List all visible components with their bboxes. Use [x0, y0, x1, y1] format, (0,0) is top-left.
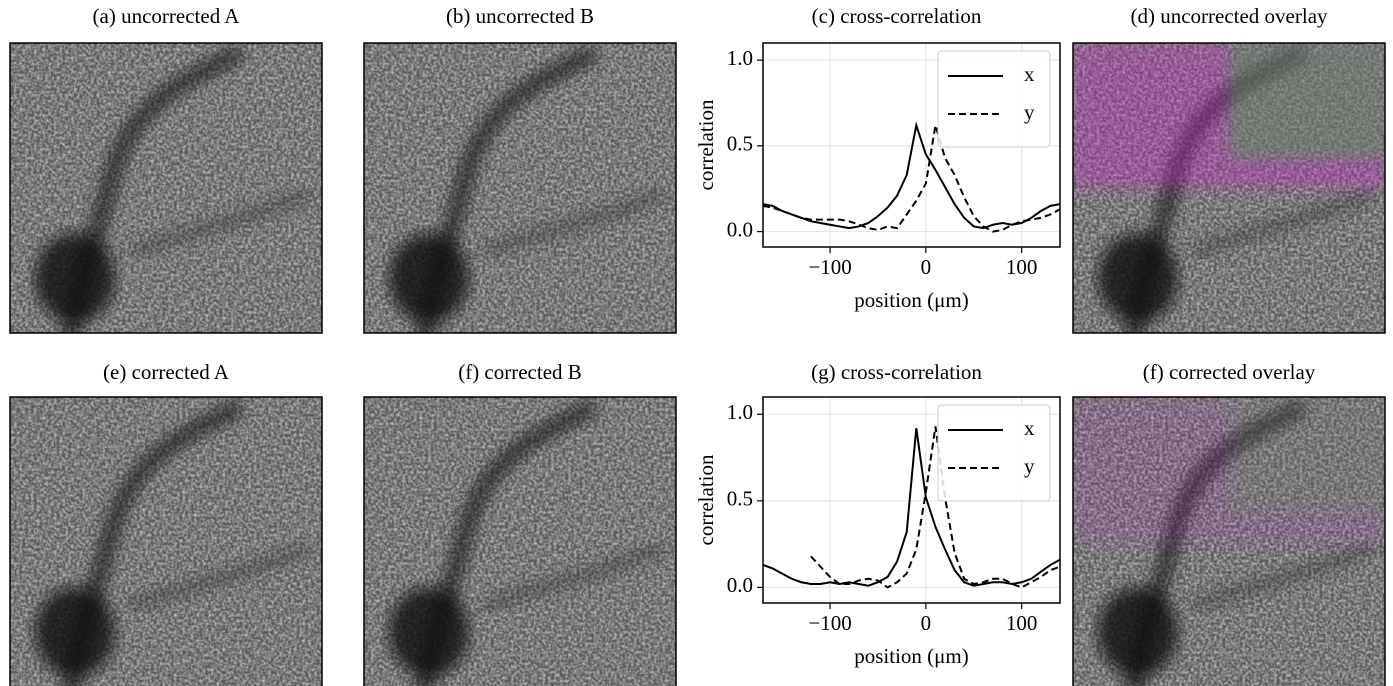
image — [1073, 397, 1385, 686]
x-tick-label: 100 — [1006, 611, 1038, 635]
image-frame — [9, 396, 323, 686]
vessel — [482, 542, 666, 612]
x-tick-label: 100 — [1006, 255, 1038, 279]
panel-title: (b) uncorrected B — [446, 4, 594, 28]
y-tick-label: 0.5 — [727, 487, 753, 511]
y-axis-label: correlation — [694, 454, 718, 545]
panel-title: (d) uncorrected overlay — [1130, 4, 1328, 28]
image-frame — [9, 42, 323, 334]
y-axis-label: correlation — [694, 99, 718, 190]
dark-spot — [1098, 587, 1178, 677]
x-axis-label: position (μm) — [854, 644, 969, 668]
x-tick-label: 0 — [921, 611, 932, 635]
image — [10, 43, 322, 333]
legend-label: x — [1024, 416, 1035, 440]
axes-frame — [762, 396, 1061, 604]
y-tick-label: 0.5 — [727, 132, 753, 156]
overlay-green — [1229, 397, 1385, 513]
vessel — [128, 542, 312, 612]
panel-title: (g) cross-correlation — [811, 360, 982, 384]
series-line — [810, 426, 1060, 589]
image-frame — [363, 396, 677, 686]
x-tick-label: −100 — [808, 611, 851, 635]
y-tick-label: 0.0 — [727, 217, 753, 241]
dark-spot — [1098, 233, 1178, 323]
overlay-green — [1229, 43, 1385, 159]
image-panel — [363, 42, 677, 334]
legend-label: y — [1024, 454, 1035, 478]
dark-spot — [389, 233, 469, 323]
panel-title: (c) cross-correlation — [812, 4, 982, 28]
series-line — [763, 428, 1060, 587]
x-axis-label: position (μm) — [854, 288, 969, 312]
image-frame — [363, 42, 677, 334]
vessel — [482, 188, 666, 258]
x-tick-label: 0 — [921, 255, 932, 279]
image-panel — [363, 396, 677, 686]
x-tick-label: −100 — [808, 255, 851, 279]
vessel — [1191, 188, 1375, 258]
image-panel — [1072, 396, 1386, 686]
image — [10, 397, 322, 686]
image — [1073, 43, 1385, 333]
panel-title: (a) uncorrected A — [93, 4, 241, 28]
series-line — [763, 121, 1060, 230]
panel-title: (f) corrected B — [458, 360, 582, 384]
image-panel — [9, 396, 323, 686]
dark-spot — [389, 587, 469, 677]
y-tick-label: 1.0 — [727, 400, 753, 424]
image-frame — [1072, 396, 1386, 686]
image-frame — [1072, 42, 1386, 334]
panel-title: (f) corrected overlay — [1143, 360, 1316, 384]
dark-spot — [35, 233, 115, 323]
y-tick-label: 1.0 — [727, 46, 753, 70]
vessel — [1191, 542, 1375, 612]
dark-spot — [35, 587, 115, 677]
legend-label: x — [1024, 62, 1035, 86]
image-panel — [1072, 42, 1386, 334]
image-panel — [9, 42, 323, 334]
panel-title: (e) corrected A — [103, 360, 230, 384]
legend-label: y — [1024, 100, 1035, 124]
y-tick-label: 0.0 — [727, 573, 753, 597]
vessel — [128, 188, 312, 258]
image — [364, 397, 676, 686]
axes-frame — [762, 42, 1061, 248]
image — [364, 43, 676, 333]
